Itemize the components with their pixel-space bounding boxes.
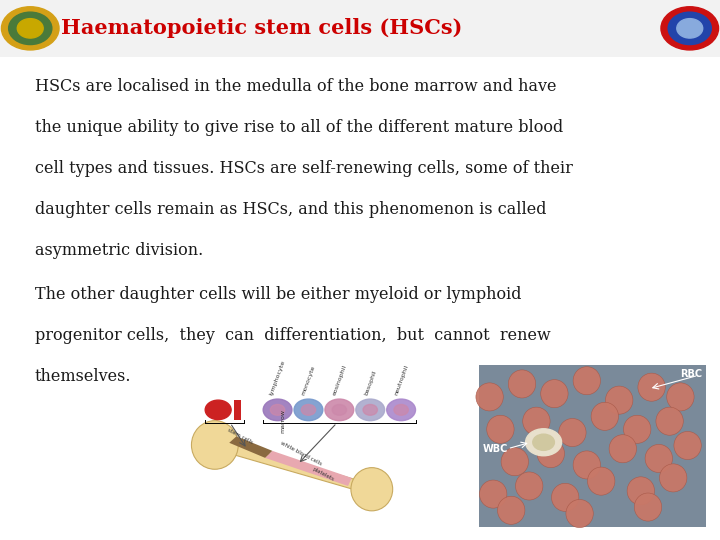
Circle shape <box>668 12 711 45</box>
Text: progenitor cells,  they  can  differentiation,  but  cannot  renew: progenitor cells, they can differentiati… <box>35 327 550 344</box>
Ellipse shape <box>588 467 615 495</box>
Ellipse shape <box>573 451 600 479</box>
Text: The other daughter cells will be either myeloid or lymphoid: The other daughter cells will be either … <box>35 286 521 303</box>
Ellipse shape <box>627 477 654 505</box>
Circle shape <box>661 6 719 50</box>
Ellipse shape <box>606 386 633 414</box>
Text: monocyte: monocyte <box>301 364 316 396</box>
Ellipse shape <box>674 431 701 460</box>
Text: HSCs are localised in the medulla of the bone marrow and have: HSCs are localised in the medulla of the… <box>35 78 556 95</box>
Ellipse shape <box>192 421 238 469</box>
Text: asymmetric division.: asymmetric division. <box>35 242 203 259</box>
Circle shape <box>332 404 346 415</box>
Ellipse shape <box>501 448 528 476</box>
Circle shape <box>325 399 354 421</box>
Text: cell types and tissues. HSCs are self-renewing cells, some of their: cell types and tissues. HSCs are self-re… <box>35 160 572 177</box>
Circle shape <box>9 12 52 45</box>
Ellipse shape <box>476 383 503 411</box>
Circle shape <box>271 404 285 415</box>
Circle shape <box>526 429 562 456</box>
Text: daughter cells remain as HSCs, and this phenomenon is called: daughter cells remain as HSCs, and this … <box>35 201 546 218</box>
Text: stem cells: stem cells <box>227 427 253 445</box>
Text: the unique ability to give rise to all of the different mature blood: the unique ability to give rise to all o… <box>35 119 563 136</box>
Circle shape <box>533 434 554 450</box>
Polygon shape <box>215 440 373 494</box>
Ellipse shape <box>634 493 662 521</box>
Text: basophil: basophil <box>364 369 377 396</box>
Circle shape <box>264 399 292 421</box>
Bar <box>194 364 432 526</box>
Ellipse shape <box>508 370 536 398</box>
Ellipse shape <box>516 472 543 500</box>
Text: themselves.: themselves. <box>35 368 131 385</box>
Circle shape <box>387 399 415 421</box>
Ellipse shape <box>523 407 550 435</box>
Text: WBC: WBC <box>482 444 508 454</box>
Ellipse shape <box>624 415 651 443</box>
Ellipse shape <box>537 440 564 468</box>
Ellipse shape <box>573 367 600 395</box>
Circle shape <box>677 18 703 38</box>
Text: platelets: platelets <box>311 467 335 483</box>
Ellipse shape <box>660 464 687 492</box>
Ellipse shape <box>645 444 672 472</box>
Bar <box>479 364 706 526</box>
Text: eosinophil: eosinophil <box>331 364 347 396</box>
Circle shape <box>301 404 315 415</box>
Text: white blood cells: white blood cells <box>280 441 323 467</box>
Bar <box>0 0 720 57</box>
Circle shape <box>356 399 384 421</box>
Ellipse shape <box>609 435 636 463</box>
Text: Haematopoietic stem cells (HSCs): Haematopoietic stem cells (HSCs) <box>61 18 462 38</box>
Circle shape <box>205 400 231 420</box>
Ellipse shape <box>541 380 568 408</box>
Text: RBC: RBC <box>680 369 702 379</box>
Ellipse shape <box>498 496 525 524</box>
Ellipse shape <box>566 500 593 528</box>
Text: marrow: marrow <box>281 409 286 433</box>
Circle shape <box>394 404 408 415</box>
Text: neutrophil: neutrophil <box>393 364 409 396</box>
Polygon shape <box>229 436 272 458</box>
Ellipse shape <box>480 480 507 508</box>
Ellipse shape <box>351 468 392 511</box>
Circle shape <box>1 6 59 50</box>
Circle shape <box>17 18 43 38</box>
Ellipse shape <box>591 402 618 430</box>
Circle shape <box>363 404 377 415</box>
Ellipse shape <box>487 415 514 443</box>
Ellipse shape <box>667 383 694 411</box>
Text: lymphocyte: lymphocyte <box>269 359 287 396</box>
Ellipse shape <box>559 418 586 447</box>
Ellipse shape <box>638 373 665 401</box>
Bar <box>233 400 240 420</box>
Polygon shape <box>265 451 351 486</box>
Ellipse shape <box>552 483 579 511</box>
Circle shape <box>294 399 323 421</box>
Ellipse shape <box>656 407 683 435</box>
